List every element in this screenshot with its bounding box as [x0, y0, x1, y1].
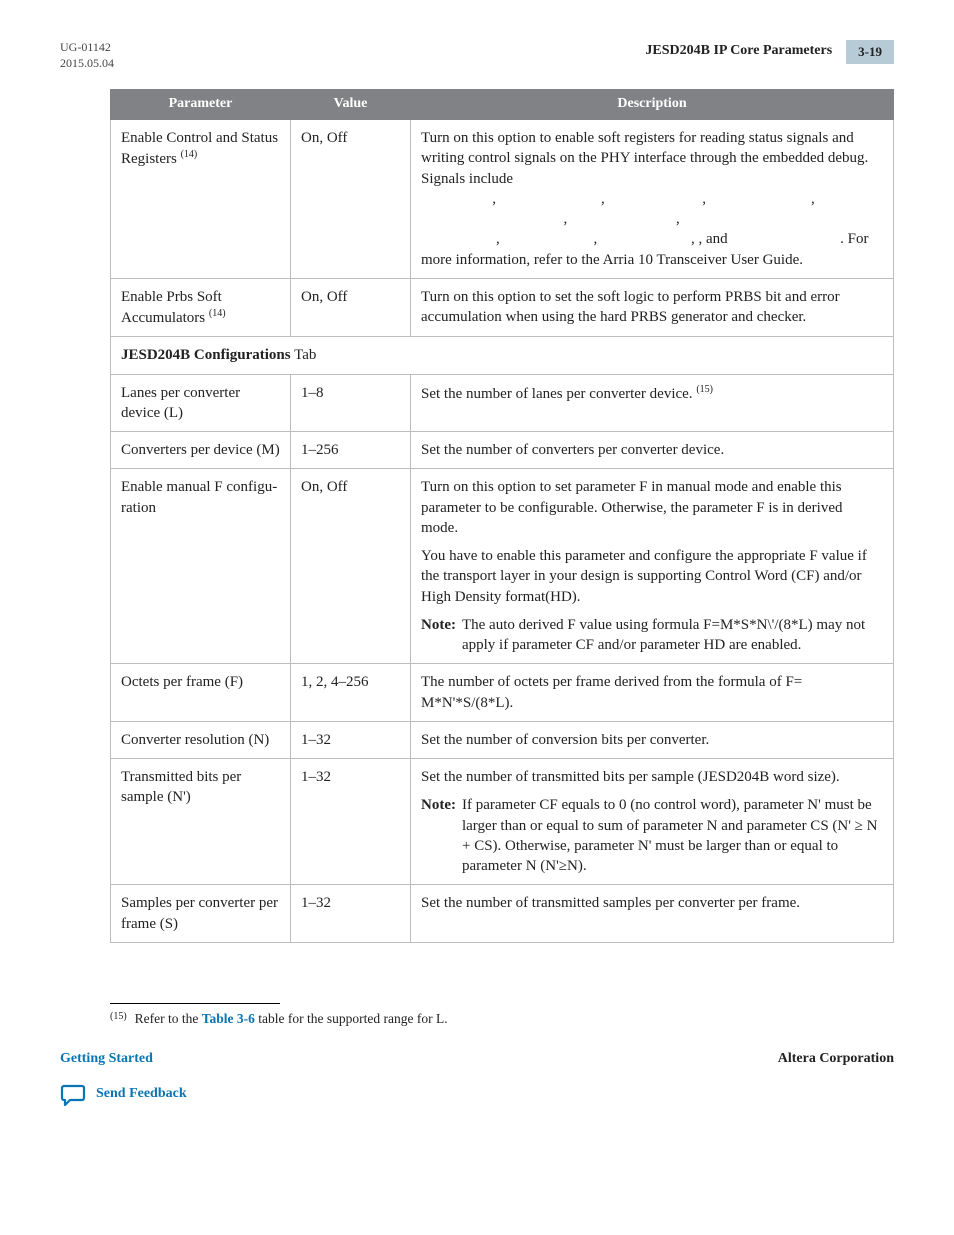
cell-parameter: Converter resolution (N) — [111, 721, 291, 758]
page-header: UG-01142 2015.05.04 JESD204B IP Core Par… — [60, 40, 894, 71]
col-parameter: Parameter — [111, 90, 291, 120]
note-label: Note: — [421, 795, 456, 876]
cell-parameter: Samples per converter per frame (S) — [111, 885, 291, 943]
table-row: Octets per frame (F) 1, 2, 4–256 The num… — [111, 664, 894, 722]
cell-value: 1–32 — [291, 721, 411, 758]
col-value: Value — [291, 90, 411, 120]
cell-value: On, Off — [291, 469, 411, 664]
desc-text: Set the number of lanes per converter de… — [421, 386, 696, 402]
cell-description: The number of octets per frame derived f… — [411, 664, 894, 722]
param-text: Enable Prbs Soft Accumulators — [121, 289, 222, 326]
desc-para: You have to enable this parameter and co… — [421, 546, 883, 607]
table-row: Lanes per converter device (L) 1–8 Set t… — [111, 374, 894, 432]
parameters-table: Parameter Value Description Enable Contr… — [110, 89, 894, 943]
doc-id-block: UG-01142 2015.05.04 — [60, 40, 114, 71]
cell-description: Turn on this option to set the soft logi… — [411, 278, 894, 337]
footer-section-link[interactable]: Getting Started — [60, 1050, 153, 1069]
table-row: Samples per converter per frame (S) 1–32… — [111, 885, 894, 943]
cell-description: Set the number of conversion bits per co… — [411, 721, 894, 758]
feedback-row: Send Feedback — [60, 1083, 894, 1107]
table-link[interactable]: Table 3-6 — [202, 1011, 255, 1026]
cell-value: 1–32 — [291, 759, 411, 885]
feedback-icon[interactable] — [60, 1083, 86, 1107]
cell-parameter: Lanes per converter device (L) — [111, 374, 291, 432]
signal-commas: , , , , , , — [421, 191, 815, 248]
cell-description: Set the number of lanes per converter de… — [411, 374, 894, 432]
footnote-ref: (14) — [181, 149, 198, 160]
page-number-badge: 3-19 — [846, 40, 894, 64]
col-description: Description — [411, 90, 894, 120]
cell-description: Set the number of transmitted bits per s… — [411, 759, 894, 885]
cell-description: Set the number of converters per convert… — [411, 432, 894, 469]
desc-tail-pre: , and — [699, 231, 732, 247]
send-feedback-link[interactable]: Send Feedback — [96, 1085, 187, 1104]
doc-id: UG-01142 — [60, 40, 114, 56]
table-row: Enable Control and Status Registers (14)… — [111, 120, 894, 279]
footnote: (15) Refer to the Table 3-6 table for th… — [110, 1010, 894, 1028]
note-label: Note: — [421, 615, 456, 656]
cell-value: 1, 2, 4–256 — [291, 664, 411, 722]
note-body: The auto derived F value using formula F… — [462, 615, 883, 656]
table-row: Enable manual F configu­ration On, Off T… — [111, 469, 894, 664]
desc-intro: Turn on this option to enable soft regis… — [421, 130, 868, 187]
param-text: Enable Control and Status Registers — [121, 130, 278, 167]
footnote-number: (15) — [110, 1010, 127, 1028]
note-body: If parameter CF equals to 0 (no control … — [462, 795, 883, 876]
footer-company: Altera Corporation — [778, 1050, 894, 1069]
page-footer: Getting Started Altera Corporation — [60, 1050, 894, 1069]
cell-description: Set the number of transmitted samples pe… — [411, 885, 894, 943]
cell-value: On, Off — [291, 278, 411, 337]
section-header-rest: Tab — [291, 347, 317, 363]
cell-parameter: Enable Control and Status Registers (14) — [111, 120, 291, 279]
desc-text: Turn on this option to enable soft regis… — [421, 128, 883, 270]
cell-description: Turn on this option to set parameter F i… — [411, 469, 894, 664]
cell-parameter: Enable manual F configu­ration — [111, 469, 291, 664]
cell-parameter: Transmitted bits per sample (N') — [111, 759, 291, 885]
footnote-ref: (14) — [209, 308, 226, 319]
section-header-bold: JESD204B Configurations — [121, 347, 291, 363]
cell-parameter: Enable Prbs Soft Accumulators (14) — [111, 278, 291, 337]
cell-value: 1–32 — [291, 885, 411, 943]
table-row: Transmitted bits per sample (N') 1–32 Se… — [111, 759, 894, 885]
cell-parameter: Converters per device (M) — [111, 432, 291, 469]
table-row: Converters per device (M) 1–256 Set the … — [111, 432, 894, 469]
footnote-text: Refer to the Table 3-6 table for the sup… — [135, 1010, 448, 1028]
desc-para: Turn on this option to set parameter F i… — [421, 477, 883, 538]
title-block: JESD204B IP Core Parameters 3-19 — [645, 40, 894, 64]
section-header-row: JESD204B Configurations Tab — [111, 337, 894, 374]
page-title: JESD204B IP Core Parameters — [645, 42, 832, 61]
desc-text: Set the number of transmitted bits per s… — [421, 767, 883, 787]
table-row: Converter resolution (N) 1–32 Set the nu… — [111, 721, 894, 758]
note-block: Note: If parameter CF equals to 0 (no co… — [421, 795, 883, 876]
cell-value: 1–8 — [291, 374, 411, 432]
footnote-ref: (15) — [696, 384, 713, 395]
footnote-post: table for the supported range for L. — [255, 1011, 448, 1026]
doc-date: 2015.05.04 — [60, 56, 114, 72]
cell-parameter: Octets per frame (F) — [111, 664, 291, 722]
cell-value: 1–256 — [291, 432, 411, 469]
cell-value: On, Off — [291, 120, 411, 279]
table-header-row: Parameter Value Description — [111, 90, 894, 120]
footnote-pre: Refer to the — [135, 1011, 202, 1026]
cell-description: Turn on this option to enable soft regis… — [411, 120, 894, 279]
section-header-cell: JESD204B Configurations Tab — [111, 337, 894, 374]
table-row: Enable Prbs Soft Accumulators (14) On, O… — [111, 278, 894, 337]
note-block: Note: The auto derived F value using for… — [421, 615, 883, 656]
footnote-rule — [110, 1003, 280, 1004]
